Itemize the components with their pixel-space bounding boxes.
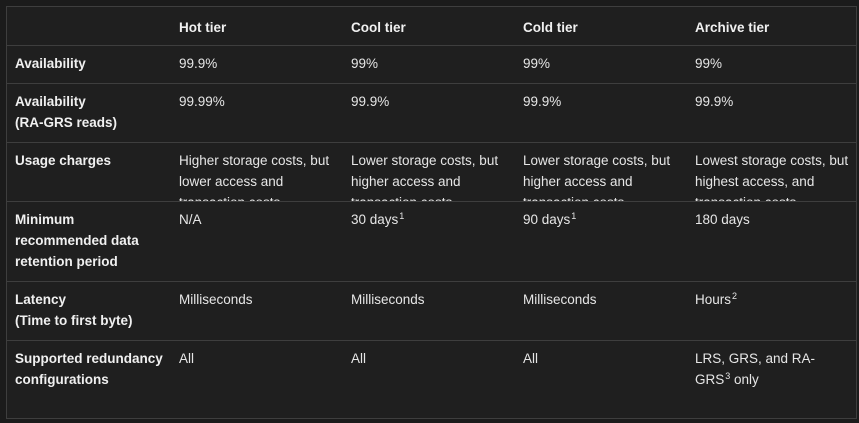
- footnote-marker: 3: [725, 370, 731, 381]
- cell-text: 90 days: [523, 212, 571, 227]
- row-label-line: (Time to first byte): [15, 313, 133, 328]
- cell-text: N/A: [179, 212, 202, 227]
- cell-text: Lower storage costs, but higher access a…: [351, 153, 499, 201]
- cell-text: 99%: [695, 56, 723, 71]
- header-hot-tier: Hot tier: [179, 20, 227, 35]
- table-cell: LRS, GRS, and RA-GRS3 only: [687, 341, 858, 418]
- cell-text: All: [351, 351, 367, 366]
- footnote-marker: 1: [571, 210, 577, 221]
- table-row-retention-period: Minimum recommended data retention perio…: [7, 201, 856, 281]
- row-label: Supported redundancy configurations: [7, 341, 171, 418]
- cell-text: 30 days: [351, 212, 399, 227]
- row-label: Usage charges: [7, 143, 171, 201]
- footnote-marker: 2: [732, 290, 738, 301]
- table-cell: 99%: [343, 46, 515, 83]
- header-archive-tier: Archive tier: [695, 20, 770, 35]
- row-label-line: retention period: [15, 254, 118, 269]
- row-label: Minimum recommended data retention perio…: [7, 202, 171, 281]
- table-row-availability: Availability 99.9% 99% 99% 99%: [7, 45, 856, 83]
- table-cell: All: [171, 341, 343, 418]
- row-label-line: Availability: [15, 56, 86, 71]
- row-label-line: Latency: [15, 292, 67, 307]
- table-cell: 99.99%: [171, 84, 343, 142]
- table-row-redundancy: Supported redundancy configurations All …: [7, 340, 856, 418]
- cell-text: 99.9%: [523, 94, 562, 109]
- cell-text: Lowest storage costs, but highest access…: [695, 153, 849, 201]
- cell-text: 99.9%: [695, 94, 734, 109]
- table-row-availability-ra-grs: Availability (RA-GRS reads) 99.99% 99.9%…: [7, 83, 856, 142]
- header-cool-tier: Cool tier: [351, 20, 406, 35]
- table-cell: 99.9%: [343, 84, 515, 142]
- row-label-line: Minimum: [15, 212, 75, 227]
- cell-text: LRS, GRS, and RA-GRS: [695, 351, 816, 387]
- table-cell: Lower storage costs, but higher access a…: [343, 143, 515, 201]
- cell-text: 180 days: [695, 212, 750, 227]
- row-label: Availability: [7, 46, 171, 83]
- table-cell: Milliseconds: [515, 282, 687, 340]
- table-cell: Lower storage costs, but higher access a…: [515, 143, 687, 201]
- table-cell: Milliseconds: [343, 282, 515, 340]
- cell-text: Lower storage costs, but higher access a…: [523, 153, 671, 201]
- header-empty-cell: [7, 7, 171, 45]
- table-cell: 99.9%: [171, 46, 343, 83]
- row-label-line: Usage charges: [15, 153, 112, 168]
- row-label: Latency (Time to first byte): [7, 282, 171, 340]
- cell-text: All: [523, 351, 539, 366]
- table-cell: All: [515, 341, 687, 418]
- table-cell: Higher storage costs, but lower access a…: [171, 143, 343, 201]
- cell-text: 99.9%: [179, 56, 218, 71]
- row-label-line: Supported redundancy: [15, 351, 163, 366]
- cell-text-suffix: only: [730, 372, 759, 387]
- table-cell: Lowest storage costs, but highest access…: [687, 143, 858, 201]
- cell-text: 99.9%: [351, 94, 390, 109]
- cell-text: Milliseconds: [179, 292, 253, 307]
- cell-text: Milliseconds: [351, 292, 425, 307]
- table-cell: 30 days1: [343, 202, 515, 281]
- footnote-marker: 1: [399, 210, 405, 221]
- table-cell: 99%: [687, 46, 858, 83]
- table-cell: 90 days1: [515, 202, 687, 281]
- table-cell: Milliseconds: [171, 282, 343, 340]
- row-label-line: (RA-GRS reads): [15, 115, 118, 130]
- table-cell: 99.9%: [515, 84, 687, 142]
- table-cell: N/A: [171, 202, 343, 281]
- table-cell: 99%: [515, 46, 687, 83]
- cell-text: Higher storage costs, but lower access a…: [179, 153, 330, 201]
- table-cell: 180 days: [687, 202, 858, 281]
- row-label: Availability (RA-GRS reads): [7, 84, 171, 142]
- table-row-usage-charges: Usage charges Higher storage costs, but …: [7, 142, 856, 201]
- cell-text: All: [179, 351, 195, 366]
- cell-text: 99%: [523, 56, 551, 71]
- row-label-line: recommended data: [15, 233, 139, 248]
- table-row-latency: Latency (Time to first byte) Millisecond…: [7, 281, 856, 340]
- table-cell: 99.9%: [687, 84, 858, 142]
- table-cell: Hours2: [687, 282, 858, 340]
- cell-text: Hours: [695, 292, 732, 307]
- row-label-line: Availability: [15, 94, 86, 109]
- table-header-row: Hot tier Cool tier Cold tier Archive tie…: [7, 7, 856, 45]
- storage-tiers-table: Hot tier Cool tier Cold tier Archive tie…: [6, 6, 857, 419]
- header-cold-tier: Cold tier: [523, 20, 578, 35]
- cell-text: 99.99%: [179, 94, 225, 109]
- row-label-line: configurations: [15, 372, 109, 387]
- cell-text: Milliseconds: [523, 292, 597, 307]
- table-cell: All: [343, 341, 515, 418]
- cell-text: 99%: [351, 56, 379, 71]
